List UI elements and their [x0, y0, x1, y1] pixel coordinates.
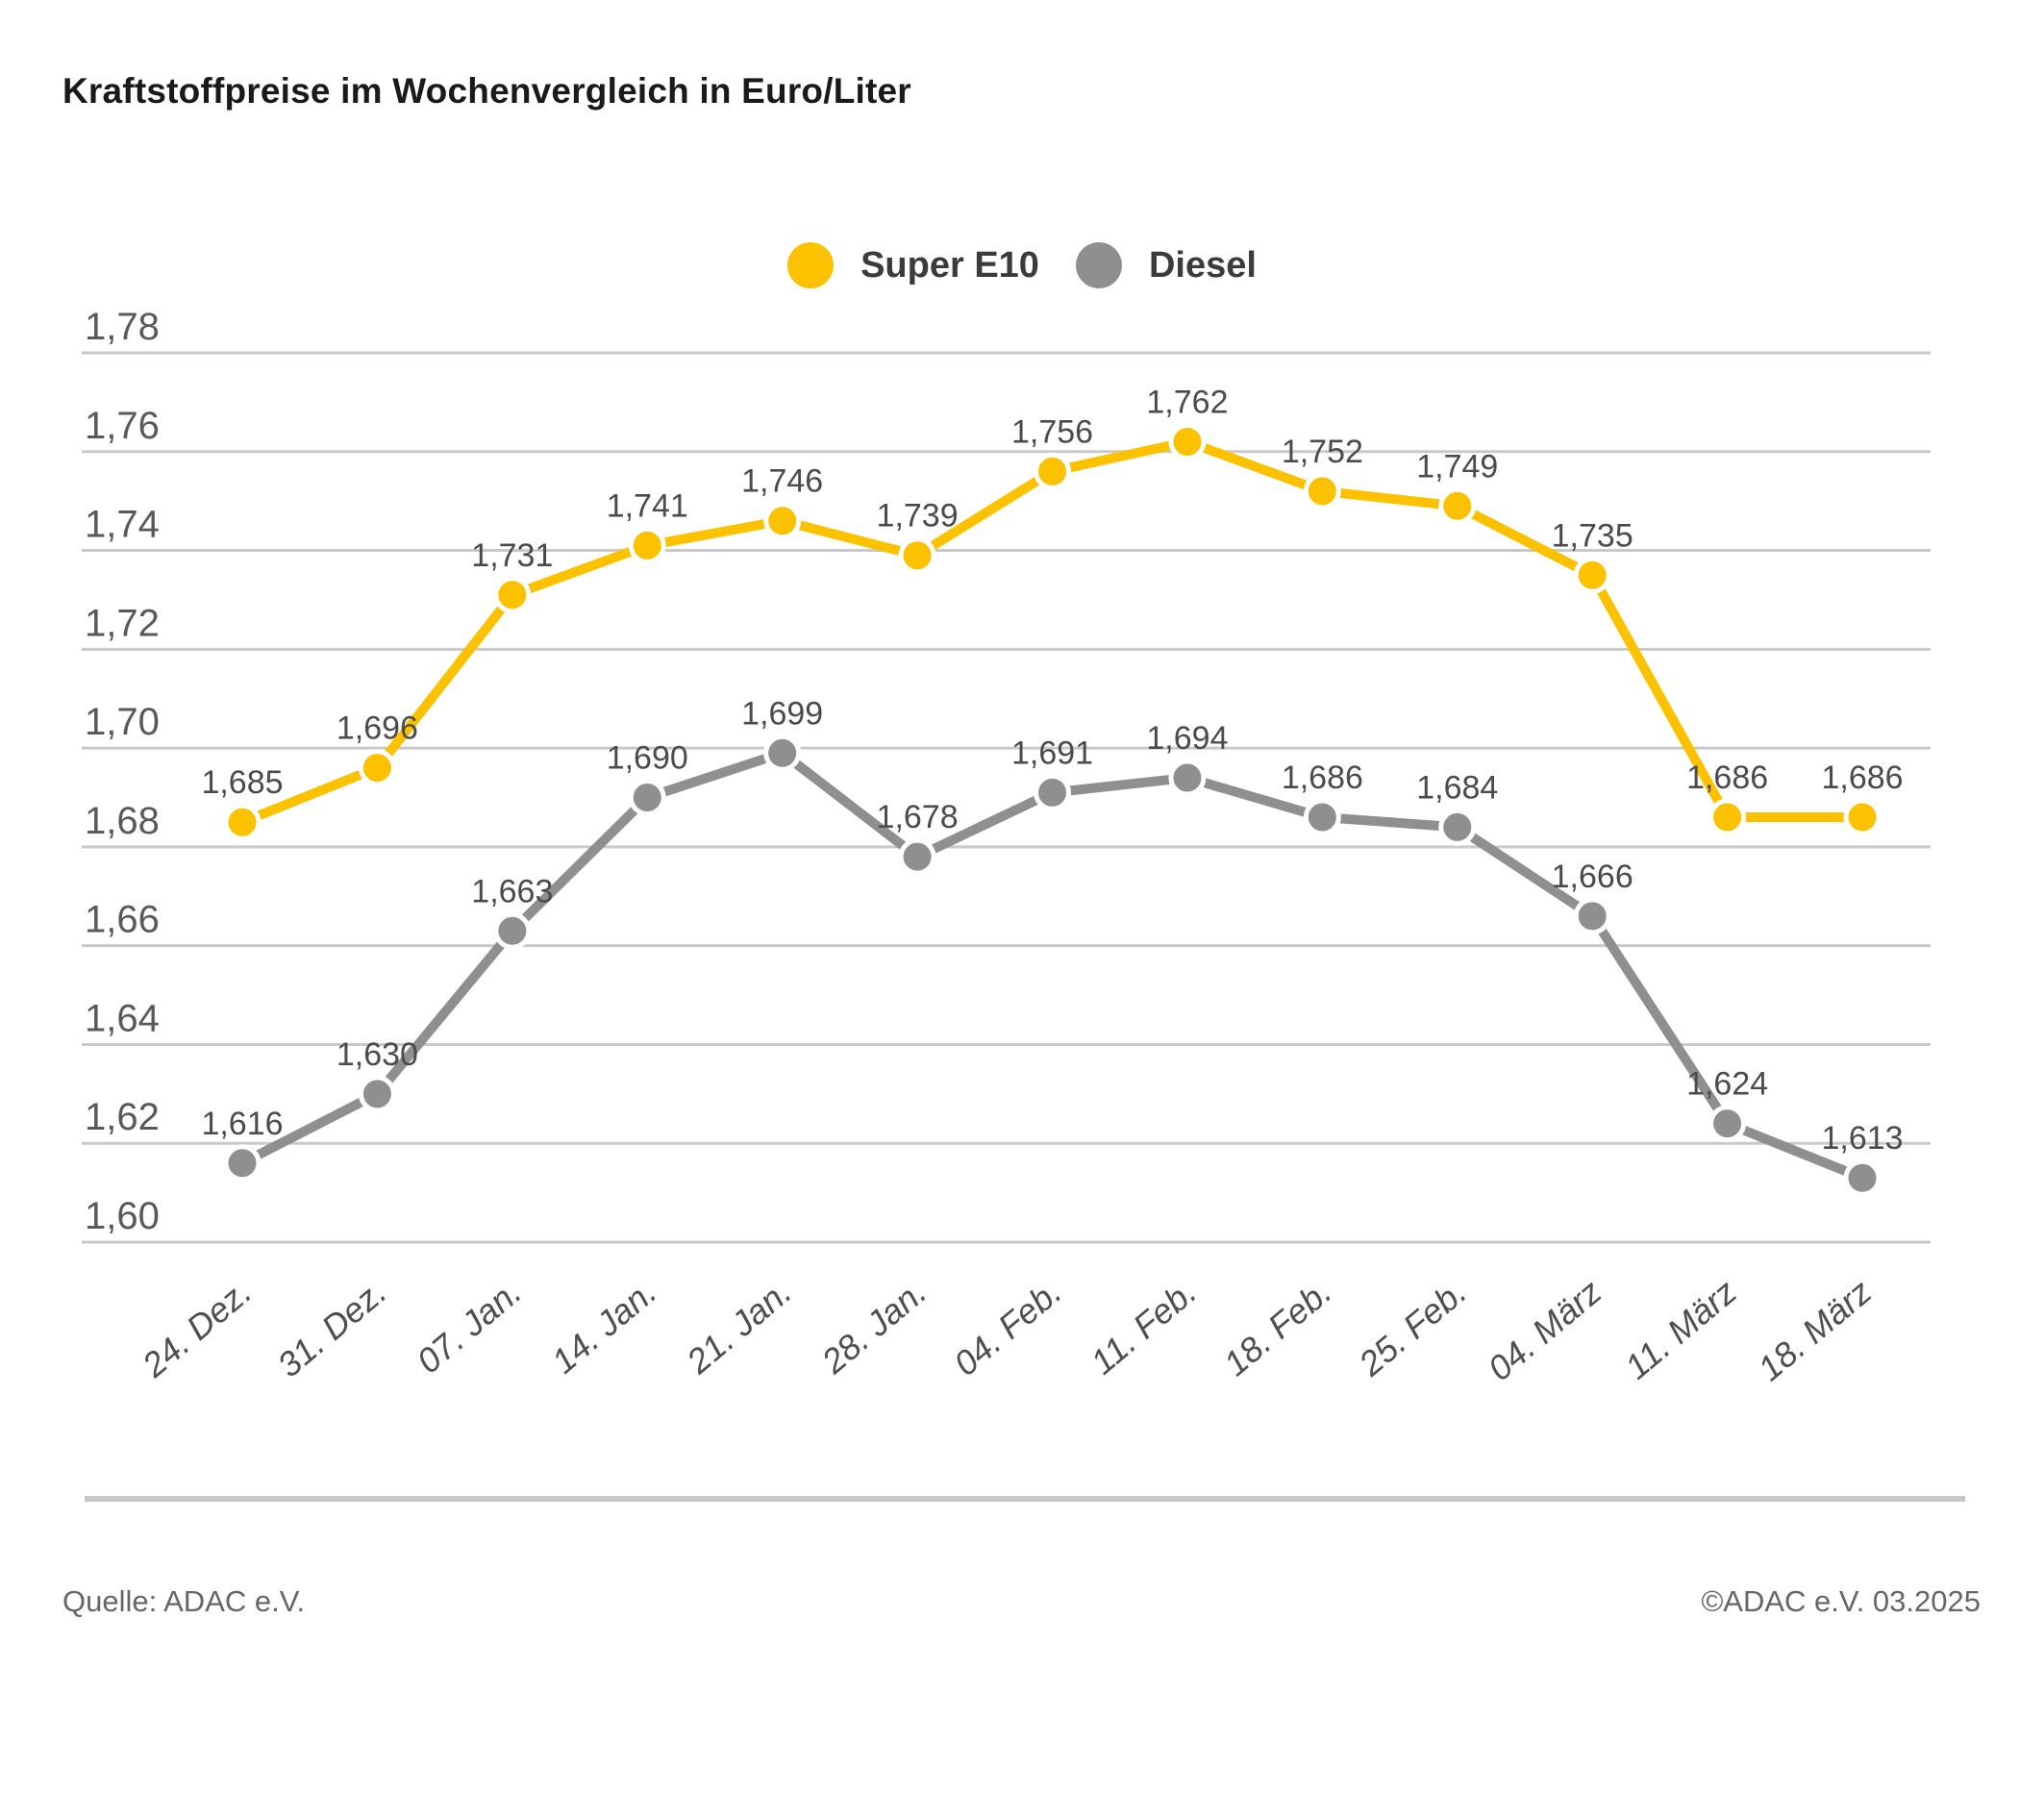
data-label-diesel: 1,686	[1282, 760, 1363, 796]
data-label-diesel: 1,684	[1416, 769, 1498, 806]
data-label-super-e10: 1,696	[337, 710, 418, 747]
y-axis-tick-label: 1,76	[85, 405, 160, 447]
data-point-super-e10	[1573, 556, 1611, 594]
data-label-super-e10: 1,752	[1282, 434, 1363, 470]
data-point-diesel	[1168, 759, 1207, 797]
footer-divider	[85, 1496, 1965, 1502]
line-chart: 1,78 1,76 1,74 1,72 1,70 1,68 1,66 1,64 1,62 1,60…	[82, 306, 1931, 1388]
data-point-super-e10	[763, 502, 802, 540]
data-point-super-e10	[1708, 798, 1747, 836]
data-label-diesel: 1,666	[1552, 859, 1633, 895]
data-point-diesel	[223, 1144, 262, 1183]
data-point-diesel	[493, 911, 532, 950]
x-axis-tick-label: 04. Feb.	[946, 1272, 1069, 1383]
data-point-diesel	[763, 734, 802, 772]
data-point-super-e10	[1438, 486, 1477, 525]
data-label-diesel: 1,624	[1686, 1066, 1768, 1103]
data-label-super-e10: 1,741	[607, 487, 688, 524]
legend-swatch-diesel-icon	[1075, 242, 1122, 288]
data-point-diesel	[1438, 808, 1477, 846]
y-axis-tick-label: 1,78	[85, 306, 160, 348]
y-axis-tick-label: 1,70	[85, 701, 160, 743]
data-label-super-e10: 1,735	[1552, 517, 1633, 554]
legend-item-super-e10: Super E10	[787, 242, 1039, 288]
data-point-diesel	[1303, 798, 1341, 836]
x-axis-tick-label: 14. Jan.	[544, 1272, 663, 1382]
data-label-diesel: 1,690	[607, 740, 688, 777]
data-point-diesel	[1034, 773, 1072, 811]
data-label-diesel: 1,616	[201, 1106, 283, 1142]
x-axis-tick-label: 21. Jan.	[679, 1272, 799, 1382]
data-point-super-e10	[1303, 472, 1341, 511]
data-point-super-e10	[223, 803, 262, 841]
data-label-diesel: 1,699	[741, 695, 823, 732]
legend-item-diesel: Diesel	[1075, 242, 1257, 288]
data-label-super-e10: 1,685	[201, 764, 283, 801]
x-axis-tick-label: 31. Dez.	[269, 1272, 393, 1385]
data-label-super-e10: 1,686	[1821, 760, 1903, 796]
data-point-super-e10	[358, 749, 396, 787]
data-point-diesel	[898, 837, 936, 876]
y-axis-tick-label: 1,66	[85, 899, 160, 941]
chart-legend: Super E10 Diesel	[0, 242, 2044, 288]
data-label-diesel: 1,678	[877, 799, 959, 835]
x-axis-tick-label: 11. Feb.	[1084, 1272, 1204, 1382]
x-axis-tick-label: 04. März	[1481, 1272, 1609, 1388]
y-axis-tick-label: 1,62	[85, 1096, 160, 1138]
data-label-super-e10: 1,731	[471, 537, 553, 574]
legend-label-super-e10: Super E10	[860, 244, 1039, 286]
copyright-text: ©ADAC e.V. 03.2025	[1701, 1584, 1981, 1618]
y-axis-tick-label: 1,74	[85, 504, 160, 546]
y-axis-tick-label: 1,64	[85, 997, 160, 1039]
x-axis-tick-label: 24. Dez.	[134, 1272, 259, 1385]
x-axis-tick-label: 18. März	[1751, 1272, 1880, 1388]
data-label-diesel: 1,691	[1011, 735, 1093, 771]
data-point-diesel	[1708, 1105, 1747, 1143]
y-axis-tick-label: 1,60	[85, 1195, 160, 1237]
source-text: Quelle: ADAC e.V.	[62, 1584, 306, 1618]
data-point-super-e10	[1034, 452, 1072, 490]
legend-label-diesel: Diesel	[1148, 244, 1257, 286]
data-label-diesel: 1,630	[337, 1036, 418, 1073]
y-axis-tick-label: 1,72	[85, 602, 160, 644]
data-label-super-e10: 1,756	[1011, 413, 1093, 450]
data-point-super-e10	[1843, 798, 1882, 836]
legend-swatch-super-e10-icon	[787, 242, 835, 288]
data-label-super-e10: 1,749	[1416, 448, 1498, 485]
data-label-diesel: 1,613	[1821, 1120, 1903, 1157]
data-point-diesel	[1843, 1158, 1882, 1197]
page-title: Kraftstoffpreise im Wochenvergleich in E…	[62, 71, 911, 111]
x-axis-tick-label: 25. Feb.	[1351, 1272, 1474, 1384]
x-axis-tick-label: 18. Feb.	[1216, 1272, 1339, 1383]
data-point-diesel	[1573, 897, 1611, 935]
x-axis-tick-label: 07. Jan.	[410, 1272, 529, 1382]
data-label-super-e10: 1,762	[1146, 385, 1228, 421]
x-axis-tick-label: 11. März	[1617, 1272, 1744, 1387]
data-label-super-e10: 1,686	[1686, 760, 1768, 796]
y-axis-tick-label: 1,68	[85, 800, 160, 842]
x-axis-tick-label: 28. Jan.	[813, 1272, 934, 1382]
data-point-super-e10	[493, 576, 532, 614]
data-point-diesel	[358, 1075, 396, 1113]
data-point-diesel	[628, 779, 666, 816]
data-point-super-e10	[1168, 423, 1207, 461]
data-point-super-e10	[898, 536, 936, 575]
series-line-diesel	[239, 748, 1864, 1183]
data-label-super-e10: 1,739	[877, 498, 959, 535]
data-label-diesel: 1,663	[471, 873, 553, 909]
data-label-super-e10: 1,746	[741, 463, 823, 500]
data-point-super-e10	[628, 526, 666, 564]
data-label-diesel: 1,694	[1146, 720, 1228, 757]
